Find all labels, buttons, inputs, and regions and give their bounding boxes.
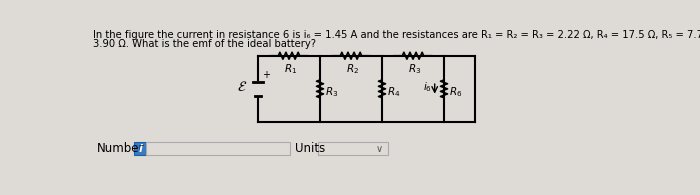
- Text: i: i: [139, 144, 142, 154]
- Text: $R_3$: $R_3$: [408, 62, 421, 76]
- FancyBboxPatch shape: [134, 142, 146, 155]
- Text: $R_4$: $R_4$: [387, 85, 401, 99]
- Text: ∨: ∨: [375, 144, 382, 154]
- FancyBboxPatch shape: [318, 142, 388, 155]
- Text: $\mathcal{E}$: $\mathcal{E}$: [237, 80, 248, 94]
- Text: $R_1$: $R_1$: [284, 62, 297, 76]
- Text: +: +: [262, 70, 270, 80]
- Text: 3.90 Ω. What is the emf of the ideal battery?: 3.90 Ω. What is the emf of the ideal bat…: [93, 39, 316, 49]
- Text: $R_2$: $R_2$: [346, 62, 359, 76]
- Text: In the figure the current in resistance 6 is i₆ = 1.45 A and the resistances are: In the figure the current in resistance …: [93, 30, 700, 40]
- Text: Number: Number: [97, 142, 144, 155]
- Text: Units: Units: [295, 142, 326, 155]
- Text: $R_6$: $R_6$: [449, 85, 463, 99]
- FancyBboxPatch shape: [146, 142, 290, 155]
- Text: $R_3$: $R_3$: [326, 85, 339, 99]
- Text: $i_6$: $i_6$: [423, 80, 432, 94]
